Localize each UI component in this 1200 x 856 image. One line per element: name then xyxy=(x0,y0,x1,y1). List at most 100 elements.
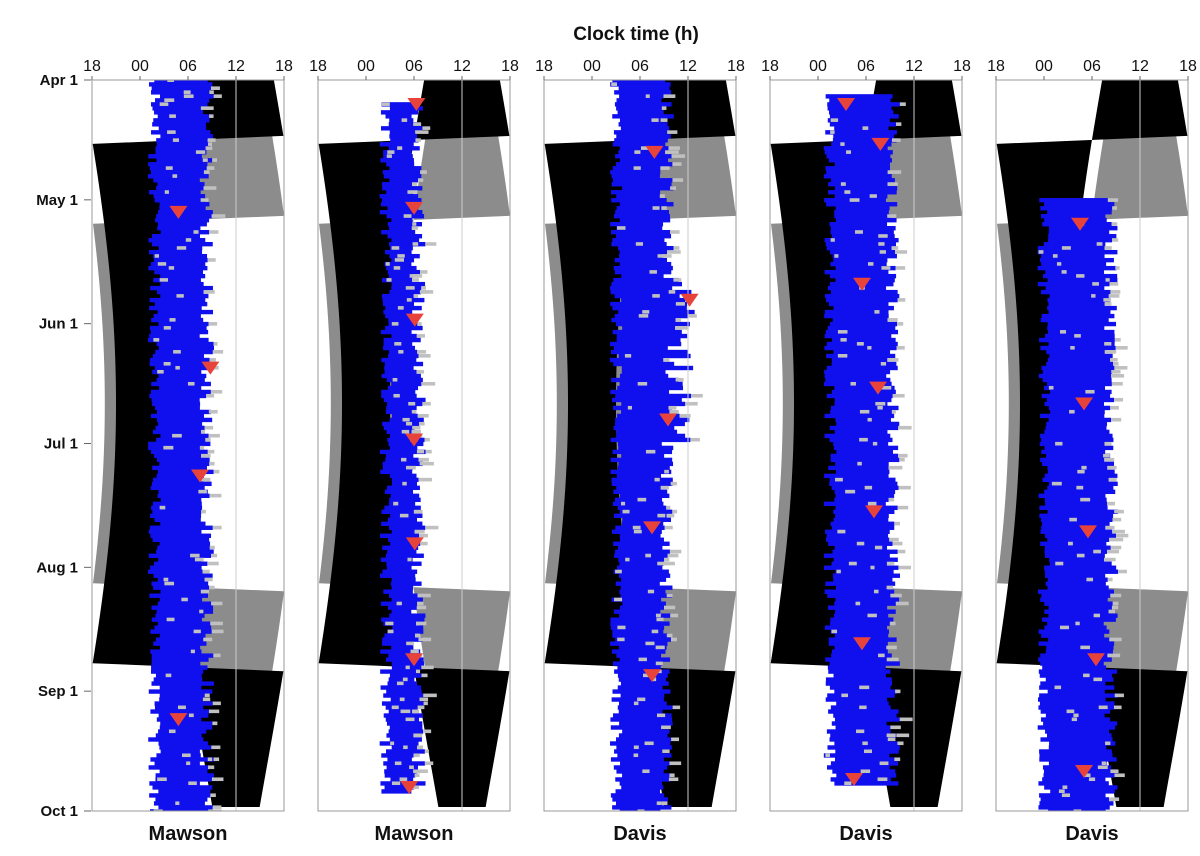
sleep-gap xyxy=(159,278,169,282)
sleep-bar xyxy=(618,309,695,315)
sleep-gap xyxy=(421,381,436,386)
sleep-bar xyxy=(620,593,673,598)
sleep-gap xyxy=(1083,773,1091,778)
phase-marker-1 xyxy=(1071,217,1089,231)
sleep-gap xyxy=(213,469,220,474)
sleep-bar xyxy=(824,313,889,319)
sleep-bar xyxy=(151,669,204,674)
sleep-bar xyxy=(824,293,900,299)
sleep-bar xyxy=(830,226,896,231)
sleep-gap xyxy=(862,741,868,746)
sleep-gap xyxy=(206,166,215,170)
sleep-gap xyxy=(644,741,654,746)
sleep-bar xyxy=(387,517,418,522)
sleep-bar xyxy=(834,497,889,503)
sleep-bar xyxy=(825,377,891,383)
sleep-bar xyxy=(149,249,203,255)
sleep-bar xyxy=(1038,705,1114,710)
sleep-bar xyxy=(390,697,420,702)
sleep-gap xyxy=(859,437,868,442)
sleep-bar xyxy=(155,405,200,411)
sleep-bar xyxy=(834,162,890,167)
sleep-bar xyxy=(1037,249,1118,255)
sleep-bar xyxy=(384,769,417,774)
sleep-gap xyxy=(195,150,206,154)
sleep-bar xyxy=(620,585,673,590)
sleep-bar xyxy=(612,805,672,810)
sleep-bar xyxy=(158,373,207,379)
sleep-bar xyxy=(381,293,414,299)
sleep-records xyxy=(823,94,913,786)
sleep-gap xyxy=(199,445,205,450)
sleep-bar xyxy=(153,257,208,263)
sleep-gap xyxy=(656,713,666,718)
sleep-bar xyxy=(150,389,211,395)
sleep-gap xyxy=(205,437,211,442)
sleep-bar xyxy=(835,725,891,730)
sleep-bar xyxy=(1044,569,1119,574)
sleep-gap xyxy=(892,393,905,398)
sleep-bar xyxy=(1044,549,1108,554)
sleep-bar xyxy=(619,509,673,515)
sleep-bar xyxy=(827,593,891,598)
sleep-gap xyxy=(211,601,223,606)
sleep-gap xyxy=(859,409,870,414)
sleep-gap xyxy=(203,477,211,482)
sleep-bar xyxy=(827,665,886,670)
sleep-bar xyxy=(389,130,416,135)
sleep-bar xyxy=(1048,605,1112,610)
sleep-gap xyxy=(672,162,682,166)
sleep-bar xyxy=(1046,381,1112,387)
sleep-gap xyxy=(632,525,641,530)
sleep-gap xyxy=(203,186,217,190)
sleep-gap xyxy=(410,785,419,790)
sleep-gap xyxy=(173,350,181,354)
sleep-bar xyxy=(823,381,892,387)
sleep-gap xyxy=(1112,517,1122,522)
sleep-gap xyxy=(1052,254,1058,258)
sleep-gap xyxy=(662,254,672,258)
sleep-bar xyxy=(386,733,414,738)
sleep-gap xyxy=(416,745,424,750)
sleep-bar xyxy=(151,581,209,586)
sleep-gap xyxy=(633,166,641,170)
sleep-bar xyxy=(834,489,896,495)
sleep-gap xyxy=(654,477,660,482)
sleep-gap xyxy=(661,206,667,210)
sleep-bar xyxy=(613,489,668,495)
sleep-gap xyxy=(661,801,668,806)
sleep-bar xyxy=(150,629,212,634)
sleep-bar xyxy=(391,609,412,614)
sleep-gap xyxy=(412,425,421,430)
sleep-gap xyxy=(1118,569,1127,574)
x-tick-label: 12 xyxy=(679,58,697,75)
sleep-bar xyxy=(154,365,214,371)
sleep-gap xyxy=(625,557,630,562)
sleep-gap xyxy=(670,637,677,642)
sleep-bar xyxy=(825,94,893,99)
sleep-bar xyxy=(610,389,670,395)
sleep-bar xyxy=(619,533,661,538)
sleep-bar xyxy=(827,106,892,111)
sleep-bar xyxy=(617,385,684,391)
sleep-bar xyxy=(616,473,661,479)
sleep-gap xyxy=(651,629,659,634)
sleep-bar xyxy=(160,433,209,439)
sleep-bar xyxy=(617,673,668,678)
sleep-bar xyxy=(1042,521,1110,526)
sleep-gap xyxy=(651,118,659,122)
sleep-bar xyxy=(1042,377,1112,383)
sleep-gap xyxy=(208,322,218,326)
sleep-bar xyxy=(385,553,424,558)
sleep-bar xyxy=(383,693,424,698)
sleep-gap xyxy=(855,601,861,606)
sleep-bar xyxy=(835,417,891,423)
sleep-bar xyxy=(616,194,660,199)
phase-marker-5 xyxy=(865,505,883,519)
sleep-gap xyxy=(672,178,684,182)
sleep-bar xyxy=(610,757,664,762)
sleep-gap xyxy=(413,753,420,758)
sleep-bar xyxy=(388,677,415,682)
sleep-bar xyxy=(1044,609,1109,614)
sleep-bar xyxy=(156,417,213,423)
